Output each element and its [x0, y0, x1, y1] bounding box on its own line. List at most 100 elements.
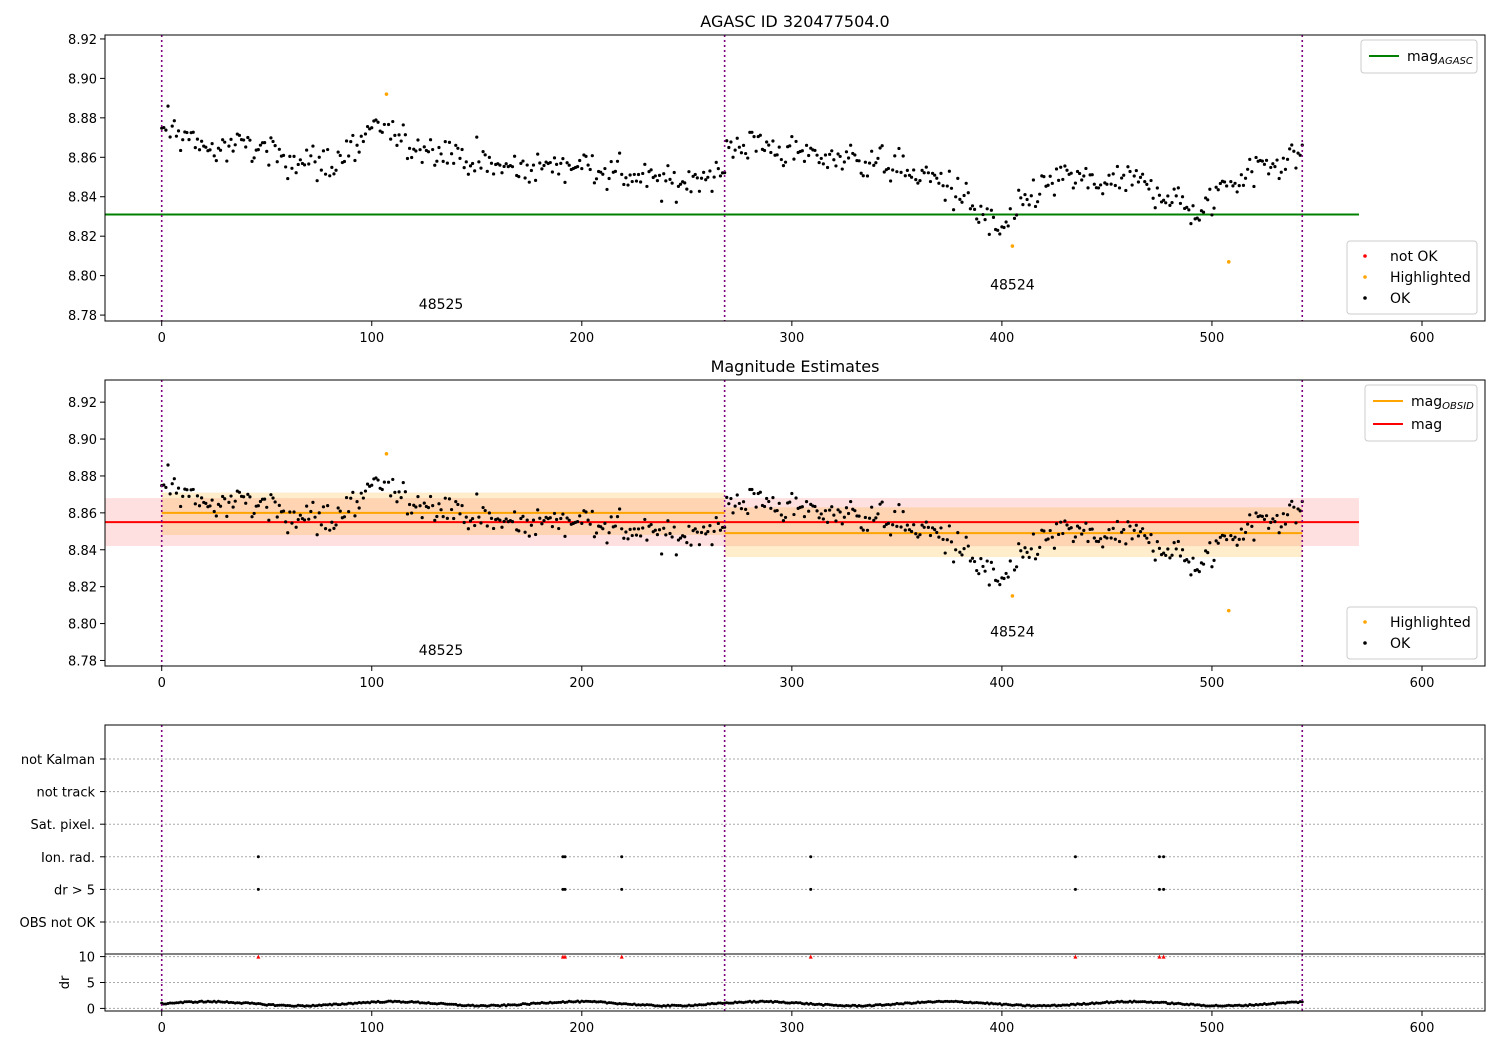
dr-point	[521, 1002, 525, 1006]
ok-point	[1250, 170, 1254, 174]
flag-point	[1162, 887, 1166, 891]
ok-point	[1277, 176, 1281, 181]
ok-point	[1189, 222, 1193, 226]
ok-point	[1216, 541, 1220, 545]
legend-point-label: not OK	[1390, 249, 1438, 265]
ok-point	[825, 165, 830, 170]
ok-point	[775, 153, 779, 157]
ok-point	[363, 489, 368, 493]
ok-point	[1275, 513, 1279, 518]
ok-point	[821, 162, 825, 166]
flag-point	[620, 887, 624, 891]
ok-point	[1141, 172, 1145, 176]
ok-point	[628, 527, 632, 531]
ok-point	[1113, 183, 1117, 188]
dr-point	[185, 1000, 189, 1004]
ok-point	[1128, 524, 1132, 528]
dr-point	[943, 999, 947, 1003]
ok-point	[464, 515, 468, 519]
ok-point	[407, 502, 412, 507]
ok-point	[399, 496, 403, 500]
ok-point	[401, 123, 405, 127]
ok-point	[1172, 541, 1176, 545]
ok-point	[416, 138, 420, 142]
ok-point	[307, 162, 311, 166]
ok-point	[1267, 172, 1271, 176]
ok-point	[710, 543, 714, 547]
ok-point	[1029, 194, 1033, 198]
ok-point	[181, 138, 185, 142]
ok-point	[1090, 527, 1094, 531]
ok-point	[466, 172, 470, 176]
ok-point	[983, 569, 987, 573]
ok-point	[964, 181, 968, 185]
ok-point	[305, 504, 309, 508]
ok-point	[197, 504, 202, 508]
ok-point	[1155, 540, 1159, 544]
ok-point	[739, 151, 744, 155]
ok-point	[269, 493, 273, 497]
ok-point	[865, 528, 870, 532]
dr-point	[859, 1004, 863, 1008]
ok-point	[1237, 184, 1241, 188]
ok-point	[380, 130, 384, 134]
ok-point	[725, 139, 729, 143]
ok-point	[888, 533, 893, 537]
ok-point	[1006, 575, 1010, 579]
legend-point-swatch	[1363, 620, 1367, 624]
ok-point	[979, 204, 983, 208]
ok-point	[176, 486, 181, 490]
ok-point	[1170, 553, 1174, 557]
ok-point	[565, 516, 569, 520]
ok-point	[290, 521, 294, 525]
ok-point	[1136, 180, 1141, 184]
ok-point	[918, 179, 922, 183]
ok-point	[244, 501, 248, 505]
ok-point	[187, 494, 191, 498]
ok-point	[958, 550, 962, 554]
ok-point	[246, 135, 250, 140]
ok-point	[836, 508, 840, 512]
y-tick-label: 8.80	[68, 618, 97, 633]
dr-point	[1097, 1001, 1101, 1005]
ok-point	[668, 177, 672, 181]
dr-point	[332, 1002, 336, 1006]
ok-point	[891, 523, 895, 527]
ok-point	[185, 130, 189, 135]
ok-point	[363, 132, 368, 136]
ok-point	[689, 190, 693, 194]
ok-point	[258, 143, 263, 147]
x-tick-label: 100	[359, 1021, 384, 1036]
ok-point	[672, 525, 676, 529]
dr-point	[557, 1000, 561, 1004]
ok-point	[1185, 205, 1189, 209]
ok-point	[319, 523, 323, 527]
ok-point	[800, 505, 804, 509]
ok-point	[769, 506, 773, 510]
axes-frame	[104, 34, 1486, 322]
ok-point	[344, 495, 349, 500]
dr-point	[1160, 1000, 1164, 1004]
ok-point	[475, 135, 479, 139]
x-tick-label: 100	[359, 676, 384, 691]
dr-outlier-marker	[1073, 954, 1078, 959]
ok-point	[702, 170, 706, 174]
ok-point	[1180, 195, 1185, 199]
ok-point	[704, 532, 708, 536]
ok-point	[403, 490, 407, 494]
ok-point	[1191, 204, 1195, 208]
ok-point	[840, 522, 844, 526]
ok-point	[204, 145, 208, 149]
ok-point	[1134, 523, 1138, 527]
ok-point	[1206, 198, 1210, 202]
ok-point	[643, 162, 647, 166]
ok-point	[290, 166, 294, 170]
ok-point	[477, 160, 481, 164]
ok-point	[218, 148, 223, 152]
dr-point	[758, 999, 762, 1003]
ok-point	[552, 156, 557, 160]
ok-point	[433, 163, 437, 167]
ok-point	[1233, 535, 1237, 539]
ok-point	[376, 478, 380, 482]
ok-point	[630, 179, 634, 184]
